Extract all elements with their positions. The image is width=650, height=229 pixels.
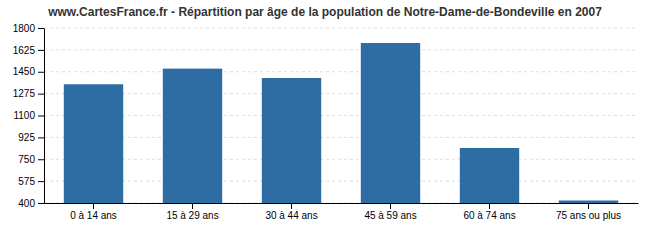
- tick-mark: [38, 72, 44, 73]
- tick: 575: [18, 176, 44, 187]
- tick: 1800: [13, 23, 44, 34]
- grid-line: [44, 93, 638, 94]
- tick: 45 à 59 ans: [364, 203, 416, 221]
- tick: 30 à 44 ans: [265, 203, 317, 221]
- chart: www.CartesFrance.fr - Répartition par âg…: [0, 0, 650, 229]
- bar: [460, 148, 519, 203]
- grid-line: [44, 49, 638, 50]
- tick: 400: [18, 198, 44, 209]
- grid-line: [44, 159, 638, 160]
- bar: [64, 84, 123, 203]
- tick-label: 575: [18, 176, 35, 187]
- y-axis: 400 575 750 925 1100 1275 1450 1625 1800: [13, 23, 45, 209]
- grid-line: [44, 71, 638, 72]
- tick-label: 925: [18, 132, 35, 143]
- grid-line: [44, 137, 638, 138]
- tick-mark: [390, 203, 391, 209]
- tick-mark: [38, 28, 44, 29]
- axis-line: [45, 203, 639, 204]
- tick-label: 45 à 59 ans: [364, 210, 416, 221]
- tick-label: 1625: [13, 45, 36, 56]
- axis-line: [44, 29, 45, 204]
- tick: 0 à 14 ans: [70, 203, 117, 221]
- tick-label: 1450: [13, 66, 36, 77]
- tick-mark: [588, 203, 589, 209]
- tick-mark: [38, 181, 44, 182]
- tick-mark: [38, 159, 44, 160]
- tick-label: 60 à 74 ans: [463, 210, 515, 221]
- tick: 925: [18, 132, 44, 143]
- x-axis: 0 à 14 ans 15 à 29 ans 30 à 44 ans 45 à 59 …: [45, 203, 639, 221]
- tick-label: 1275: [13, 88, 36, 99]
- bars: [64, 43, 618, 203]
- tick: 60 à 74 ans: [463, 203, 515, 221]
- tick-mark: [38, 137, 44, 138]
- tick: 1275: [13, 88, 44, 99]
- tick-label: 750: [18, 154, 35, 165]
- tick-label: 400: [18, 198, 35, 209]
- tick-mark: [38, 50, 44, 51]
- tick-label: 30 à 44 ans: [265, 210, 317, 221]
- tick-mark: [192, 203, 193, 209]
- bar: [262, 78, 321, 203]
- bar: [163, 69, 222, 203]
- grid-line: [44, 203, 638, 204]
- tick-label: 1800: [13, 23, 36, 34]
- title: www.CartesFrance.fr - Répartition par âg…: [47, 5, 602, 19]
- grid: [44, 28, 638, 203]
- grid-line: [44, 28, 638, 29]
- tick-mark: [291, 203, 292, 209]
- tick-label: 15 à 29 ans: [166, 210, 218, 221]
- tick-mark: [38, 203, 44, 204]
- plot: 400 575 750 925 1100 1275 1450 1625 1800 0 à 14 a…: [13, 23, 639, 229]
- bar: [559, 201, 618, 204]
- tick-mark: [489, 203, 490, 209]
- tick: 75 ans ou plus: [556, 203, 621, 221]
- bar: [361, 43, 420, 203]
- tick-label: 0 à 14 ans: [70, 210, 117, 221]
- tick-label: 75 ans ou plus: [556, 210, 621, 221]
- tick-mark: [93, 203, 94, 209]
- tick: 15 à 29 ans: [166, 203, 218, 221]
- tick: 1450: [13, 66, 44, 77]
- grid-line: [44, 181, 638, 182]
- tick: 1625: [13, 45, 44, 56]
- grid-line: [44, 115, 638, 116]
- tick-label: 1100: [13, 110, 35, 121]
- tick-mark: [38, 116, 44, 117]
- tick: 750: [18, 154, 44, 165]
- tick-mark: [38, 94, 44, 95]
- tick: 1100: [13, 110, 44, 121]
